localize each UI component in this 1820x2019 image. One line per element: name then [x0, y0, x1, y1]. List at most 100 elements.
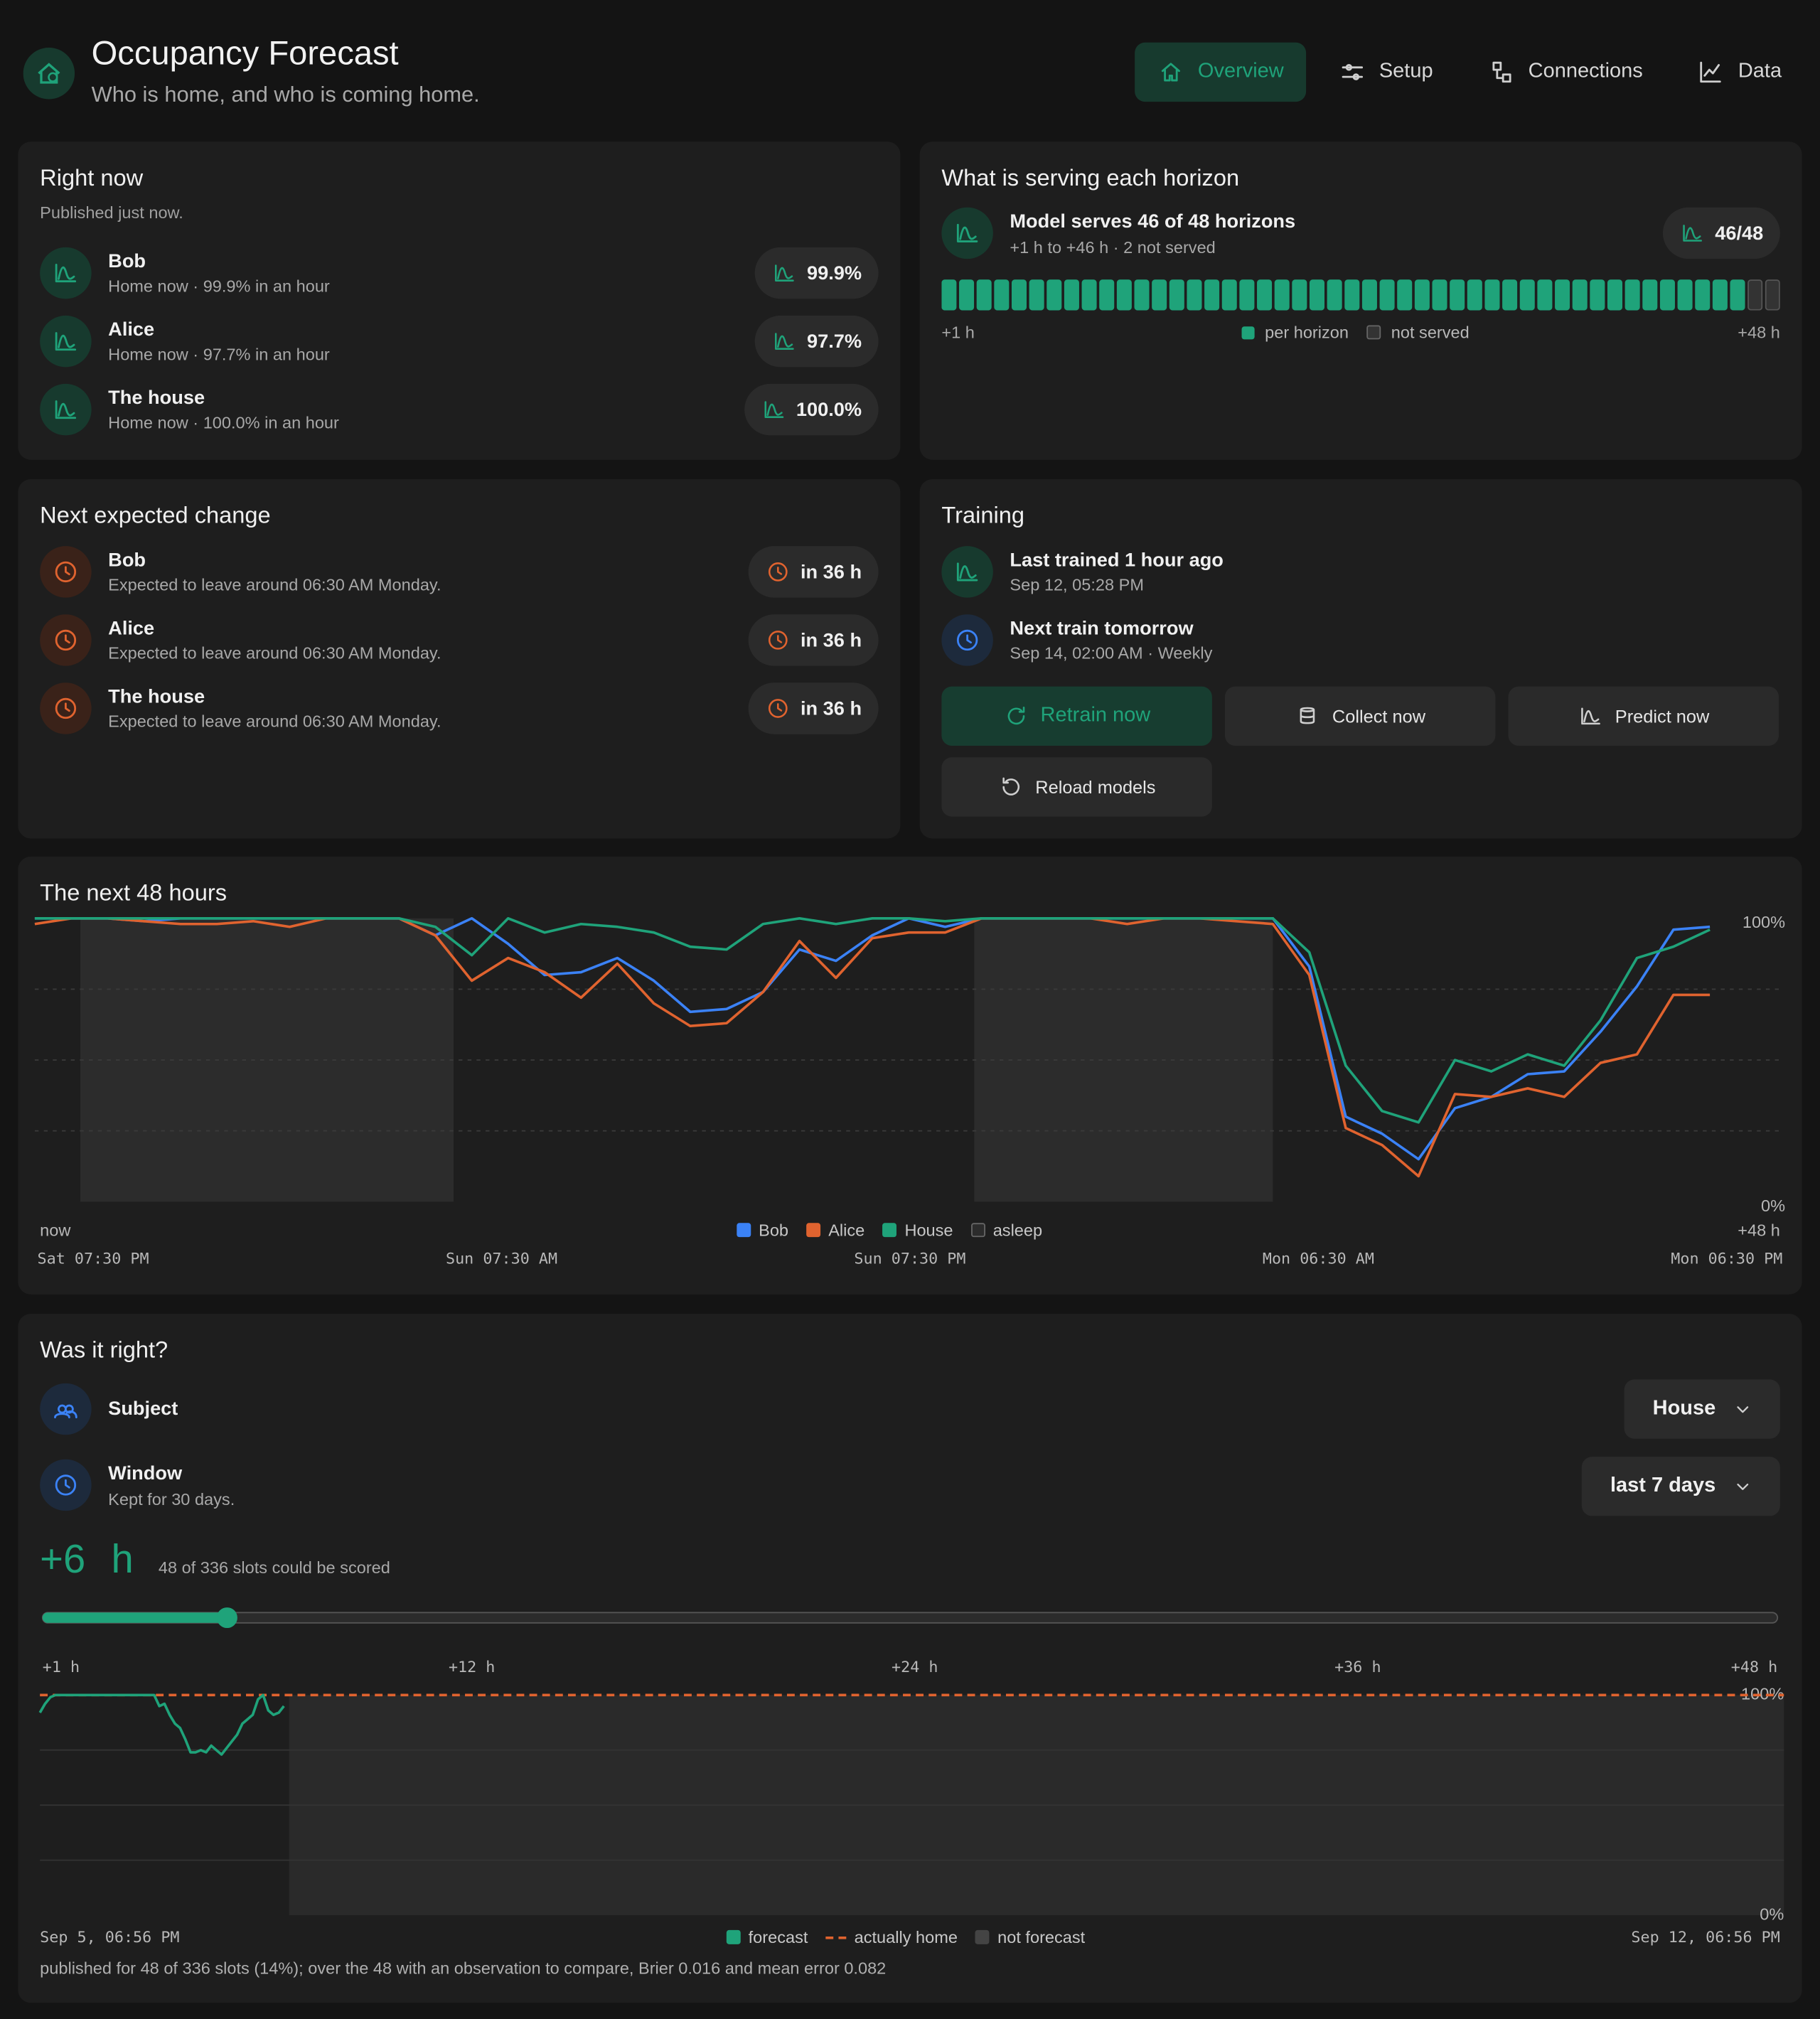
forecast-card: The next 48 hours 0% 100% now +48 h Bob Alice… [18, 856, 1802, 1295]
horizon-segment [1484, 279, 1500, 311]
legend-label: per horizon [1265, 322, 1349, 343]
icon-path [769, 631, 788, 650]
horizon-segment [1204, 279, 1220, 311]
nav-tab[interactable]: Data [1675, 43, 1804, 102]
legend-swatch [806, 1223, 821, 1238]
horizon-number: +6 [40, 1536, 86, 1582]
icon [55, 629, 77, 651]
horizon-segment [959, 279, 975, 311]
horizon-segment [1169, 279, 1184, 311]
x-tick-label: Sun 07:30 PM [854, 1249, 966, 1268]
icon-path [54, 1404, 77, 1419]
horizon-segment [1361, 279, 1377, 311]
legend-swatch [737, 1223, 751, 1238]
icon [956, 223, 978, 242]
slider[interactable] [18, 1598, 1802, 1637]
nav-tab[interactable]: Connections [1465, 43, 1665, 102]
icon [1342, 64, 1363, 80]
dropdown[interactable]: last 7 days [1582, 1457, 1780, 1516]
action-button[interactable]: Retrain now [941, 686, 1212, 746]
legend-swatch [970, 1223, 985, 1238]
legend-label: House [904, 1220, 953, 1240]
icon [769, 699, 788, 718]
training-card: Training Last trained 1 hour ago Sep 12, … [919, 478, 1802, 839]
horizon-segment [1011, 279, 1027, 311]
series-line [34, 916, 1711, 1124]
action-button[interactable]: Predict now [1508, 686, 1779, 746]
horizon-segment [1257, 279, 1273, 311]
icon-circle [941, 546, 993, 598]
window-label: Window [108, 1462, 183, 1485]
horizon-segment [1555, 279, 1570, 311]
nav-tab[interactable]: Overview [1135, 42, 1306, 102]
horizon-segment [1187, 279, 1202, 311]
slider-tick-label: +48 h [1731, 1659, 1777, 1676]
horizon-segment [1274, 279, 1290, 311]
icon-path [1701, 61, 1722, 83]
icon-circle [40, 247, 92, 299]
icon [55, 697, 77, 719]
dropdown-value: House [1652, 1397, 1716, 1420]
icon [956, 629, 978, 651]
nav-tab[interactable]: Setup [1316, 43, 1455, 102]
horizon-segment [1519, 279, 1535, 311]
horizon-segment [1309, 279, 1325, 311]
horizon-segment [1450, 279, 1465, 311]
icon-path [775, 333, 795, 350]
item-name: Bob [108, 250, 146, 273]
icon [1492, 61, 1511, 83]
footnote: published for 48 of 336 slots (14%); ove… [40, 1958, 887, 1978]
badge-text: 99.9% [806, 262, 862, 284]
legend-label: Alice [828, 1220, 865, 1240]
logo [23, 48, 75, 100]
icon [55, 1474, 77, 1496]
icon-path [55, 400, 77, 419]
icon [1161, 63, 1180, 82]
window-detail: Kept for 30 days. [108, 1489, 235, 1509]
badge: in 36 h [749, 614, 879, 666]
item-title: Next train tomorrow [1010, 617, 1194, 640]
item-detail: Home now · 100.0% in an hour [108, 412, 339, 432]
legend: forecast actually home not forecast [726, 1927, 1096, 1947]
y-tick-label: 0% [1760, 1905, 1784, 1923]
button-label: Collect now [1332, 705, 1426, 727]
item-detail: Expected to leave around 06:30 AM Monday… [108, 574, 441, 595]
button-label: Predict now [1615, 705, 1710, 727]
dropdown[interactable]: House [1624, 1379, 1780, 1439]
subject-label: Subject [108, 1398, 178, 1420]
badge: in 36 h [749, 682, 879, 734]
icon [1300, 707, 1315, 724]
horizon-unit: h [111, 1536, 134, 1582]
horizon-segment [1502, 279, 1518, 311]
legend-swatch [1241, 326, 1255, 339]
icon-circle [40, 383, 92, 436]
badge-text: 97.7% [806, 330, 862, 353]
icon-path [769, 699, 788, 718]
x-tick-label: Sun 07:30 AM [445, 1249, 558, 1268]
icon-path [55, 629, 77, 651]
horizon-segment [1747, 279, 1763, 311]
icon-path [956, 223, 978, 242]
icon [1737, 1483, 1749, 1490]
icon-path [775, 264, 795, 282]
action-button[interactable]: Collect now [1224, 686, 1496, 746]
x-tick-label: Mon 06:30 PM [1671, 1249, 1783, 1268]
icon-path [1007, 706, 1024, 725]
slider-tick-label: +24 h [892, 1659, 938, 1676]
icon-circle [40, 682, 92, 734]
legend-label: actually home [854, 1927, 958, 1947]
icon-path [55, 697, 77, 719]
badge: 99.9% [755, 247, 879, 299]
action-button[interactable]: Reload models [941, 757, 1212, 817]
x-tick-label: Sat 07:30 PM [37, 1249, 149, 1268]
icon [55, 332, 77, 351]
icon [764, 401, 784, 418]
x-end-label: Sep 12, 06:56 PM [1631, 1928, 1780, 1946]
legend-swatch [1366, 325, 1381, 340]
icon-path [55, 264, 77, 283]
slider-fill [42, 1612, 228, 1623]
card-title: Was it right? [40, 1337, 168, 1363]
icon-path [1161, 63, 1180, 82]
icon-circle [40, 546, 92, 598]
